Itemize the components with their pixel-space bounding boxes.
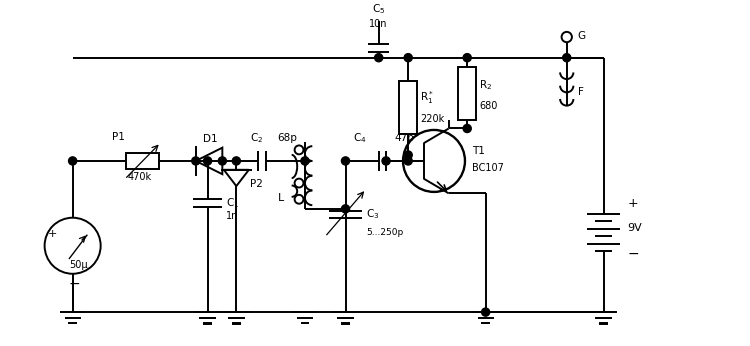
Text: P1: P1 (112, 131, 125, 142)
Text: 10n: 10n (370, 19, 388, 29)
Text: 47p: 47p (395, 133, 415, 143)
Text: L: L (278, 193, 284, 203)
Circle shape (203, 157, 211, 165)
Text: C$_2$: C$_2$ (251, 131, 263, 145)
Text: P2: P2 (250, 179, 262, 189)
Text: 220k: 220k (420, 114, 444, 124)
Bar (126, 153, 159, 169)
Circle shape (232, 157, 241, 165)
Text: 5...250p: 5...250p (366, 228, 404, 237)
Text: 1n: 1n (226, 211, 238, 221)
Bar (399, 81, 417, 134)
Text: 470k: 470k (128, 172, 152, 182)
Bar (458, 67, 476, 120)
Text: −: − (68, 277, 80, 291)
Text: C$_3$: C$_3$ (366, 207, 380, 221)
Circle shape (464, 54, 471, 62)
Text: 50μ: 50μ (69, 261, 88, 271)
Circle shape (404, 157, 412, 165)
Text: C$_1$: C$_1$ (226, 196, 239, 210)
Text: C$_5$: C$_5$ (372, 2, 386, 16)
Text: +: + (627, 197, 638, 210)
Circle shape (218, 157, 226, 165)
Circle shape (482, 308, 490, 316)
Text: +: + (47, 229, 57, 239)
Text: T1: T1 (472, 146, 485, 156)
Text: G: G (578, 30, 586, 40)
Text: 680: 680 (479, 101, 497, 111)
Circle shape (375, 54, 382, 62)
Circle shape (192, 157, 200, 165)
Circle shape (562, 54, 571, 62)
Text: F: F (578, 86, 584, 97)
Circle shape (301, 157, 309, 165)
Circle shape (404, 151, 412, 159)
Text: R$_2$: R$_2$ (479, 78, 492, 92)
Polygon shape (196, 148, 222, 174)
Circle shape (341, 205, 350, 213)
Text: −: − (627, 247, 639, 261)
Text: D1: D1 (203, 134, 217, 144)
Circle shape (382, 157, 390, 165)
Circle shape (68, 157, 76, 165)
Text: C$_4$: C$_4$ (352, 131, 366, 145)
Circle shape (464, 125, 471, 133)
Text: 9V: 9V (627, 223, 642, 233)
Text: R$_1^*$: R$_1^*$ (420, 89, 434, 106)
Text: BC107: BC107 (472, 163, 504, 173)
Circle shape (341, 157, 350, 165)
Circle shape (404, 54, 412, 62)
Polygon shape (224, 170, 249, 186)
Text: 68p: 68p (277, 133, 297, 143)
